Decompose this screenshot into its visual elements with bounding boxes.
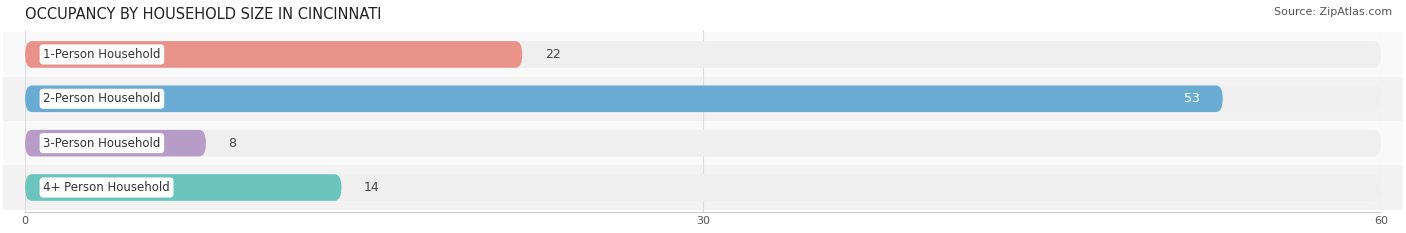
Text: 8: 8 bbox=[228, 137, 236, 150]
FancyBboxPatch shape bbox=[25, 174, 342, 201]
FancyBboxPatch shape bbox=[3, 121, 1403, 165]
FancyBboxPatch shape bbox=[25, 41, 522, 68]
Text: 1-Person Household: 1-Person Household bbox=[44, 48, 160, 61]
FancyBboxPatch shape bbox=[25, 41, 1381, 68]
Text: 53: 53 bbox=[1184, 92, 1201, 105]
FancyBboxPatch shape bbox=[25, 86, 1381, 112]
Text: 3-Person Household: 3-Person Household bbox=[44, 137, 160, 150]
Text: Source: ZipAtlas.com: Source: ZipAtlas.com bbox=[1274, 7, 1392, 17]
FancyBboxPatch shape bbox=[25, 130, 205, 156]
Text: 14: 14 bbox=[364, 181, 380, 194]
FancyBboxPatch shape bbox=[25, 130, 1381, 156]
FancyBboxPatch shape bbox=[25, 86, 1223, 112]
FancyBboxPatch shape bbox=[3, 77, 1403, 121]
FancyBboxPatch shape bbox=[25, 174, 1381, 201]
Text: 22: 22 bbox=[544, 48, 561, 61]
FancyBboxPatch shape bbox=[3, 165, 1403, 210]
Text: 2-Person Household: 2-Person Household bbox=[44, 92, 160, 105]
Text: 4+ Person Household: 4+ Person Household bbox=[44, 181, 170, 194]
Text: OCCUPANCY BY HOUSEHOLD SIZE IN CINCINNATI: OCCUPANCY BY HOUSEHOLD SIZE IN CINCINNAT… bbox=[25, 7, 381, 22]
FancyBboxPatch shape bbox=[3, 32, 1403, 77]
